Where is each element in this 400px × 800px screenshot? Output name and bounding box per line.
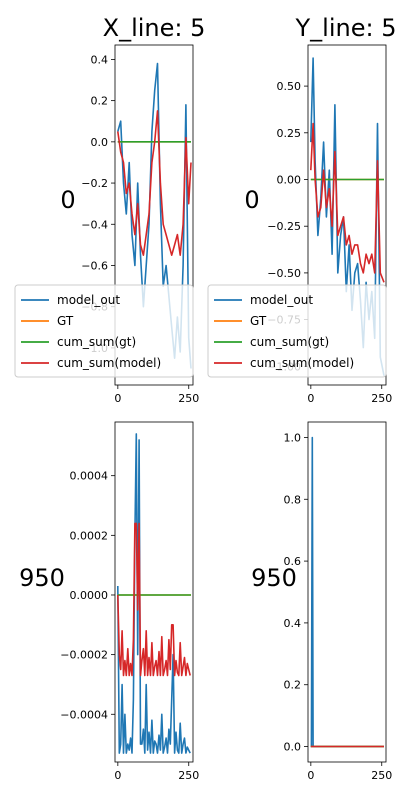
y-tick-label: −0.2 — [81, 177, 108, 190]
legend: model_out GT cum_sum(gt) cum_sum(model) — [14, 284, 194, 378]
x-tick-label: 250 — [371, 769, 392, 782]
y-tick-label: 0.0002 — [70, 529, 109, 542]
series-line-cum-sum-model- — [117, 110, 192, 256]
subplot-3: 0.0 0.2 0.4 0.6 0.8 1.0 0 250 950 — [251, 421, 392, 782]
x-tick-label: 0 — [307, 769, 314, 782]
axes-frame — [114, 421, 194, 763]
row-label: 0 — [60, 186, 75, 214]
y-tick-label: 0.4 — [284, 617, 302, 630]
y-tick-label: 0.2 — [284, 679, 302, 692]
subplot-title: X_line: 5 — [103, 14, 206, 42]
y-tick-label: −0.4 — [81, 218, 108, 231]
legend-entry: cum_sum(model) — [57, 356, 161, 370]
series-line-cum-sum-model- — [117, 522, 191, 677]
series-line-cum-sum-model- — [310, 122, 385, 283]
y-tick-label: 0.25 — [277, 127, 302, 140]
y-tick-label: 0.6 — [284, 555, 302, 568]
subplot-2: 0.0004 0.0002 0.0000 −0.0002 −0.0004 0 250 950 — [19, 421, 199, 782]
y-tick-label: −0.50 — [267, 267, 301, 280]
series-line-model-out — [117, 433, 191, 754]
legend-entry: cum_sum(model) — [250, 356, 354, 370]
x-tick-label: 0 — [114, 769, 121, 782]
y-tick-label: 0.50 — [277, 80, 302, 93]
y-tick-label: −0.25 — [267, 220, 301, 233]
legend-entry: model_out — [57, 293, 120, 307]
legend-entry: GT — [57, 314, 74, 328]
x-tick-label: 0 — [114, 392, 121, 405]
y-tick-label: 0.4 — [91, 53, 109, 66]
legend-entry: model_out — [250, 293, 313, 307]
y-tick-label: −0.0004 — [60, 708, 108, 721]
y-tick-label: 0.00 — [277, 174, 302, 187]
axes-frame — [114, 44, 194, 386]
x-tick-label: 250 — [178, 392, 199, 405]
legend-entry: GT — [250, 314, 267, 328]
subplot-title: Y_line: 5 — [295, 14, 397, 42]
y-tick-label: 1.0 — [284, 431, 302, 444]
y-tick-label: 0.0004 — [70, 470, 109, 483]
x-tick-label: 0 — [307, 392, 314, 405]
subplot-1: 0.500.250.00−0.25−0.50−0.75−1.000250Y_li… — [207, 14, 397, 405]
row-label: 0 — [244, 186, 259, 214]
y-tick-label: −0.6 — [81, 259, 108, 272]
legend-entry: cum_sum(gt) — [57, 335, 136, 349]
axes-frame — [307, 421, 387, 763]
plot-area — [117, 433, 191, 754]
x-tick-label: 250 — [371, 392, 392, 405]
y-tick-label: 0.0 — [91, 136, 109, 149]
axes-frame — [307, 44, 387, 386]
y-tick-label: 0.2 — [91, 95, 109, 108]
row-label: 950 — [19, 564, 65, 592]
legend-box — [207, 284, 387, 378]
y-tick-label: 0.8 — [284, 493, 302, 506]
y-tick-label: −0.0002 — [60, 649, 108, 662]
legend-entry: cum_sum(gt) — [250, 335, 329, 349]
y-tick-label: 0.0000 — [70, 589, 109, 602]
subplot-0: 0.40.20.0−0.2−0.4−0.6−0.8−1.00250X_line:… — [14, 14, 206, 405]
plot-area — [310, 436, 384, 748]
series-line-model-out — [310, 436, 384, 748]
row-label: 950 — [251, 564, 297, 592]
legend: model_out GT cum_sum(gt) cum_sum(model) — [207, 284, 387, 378]
y-tick-label: 0.0 — [284, 741, 302, 754]
x-tick-label: 250 — [178, 769, 199, 782]
legend-box — [14, 284, 194, 378]
